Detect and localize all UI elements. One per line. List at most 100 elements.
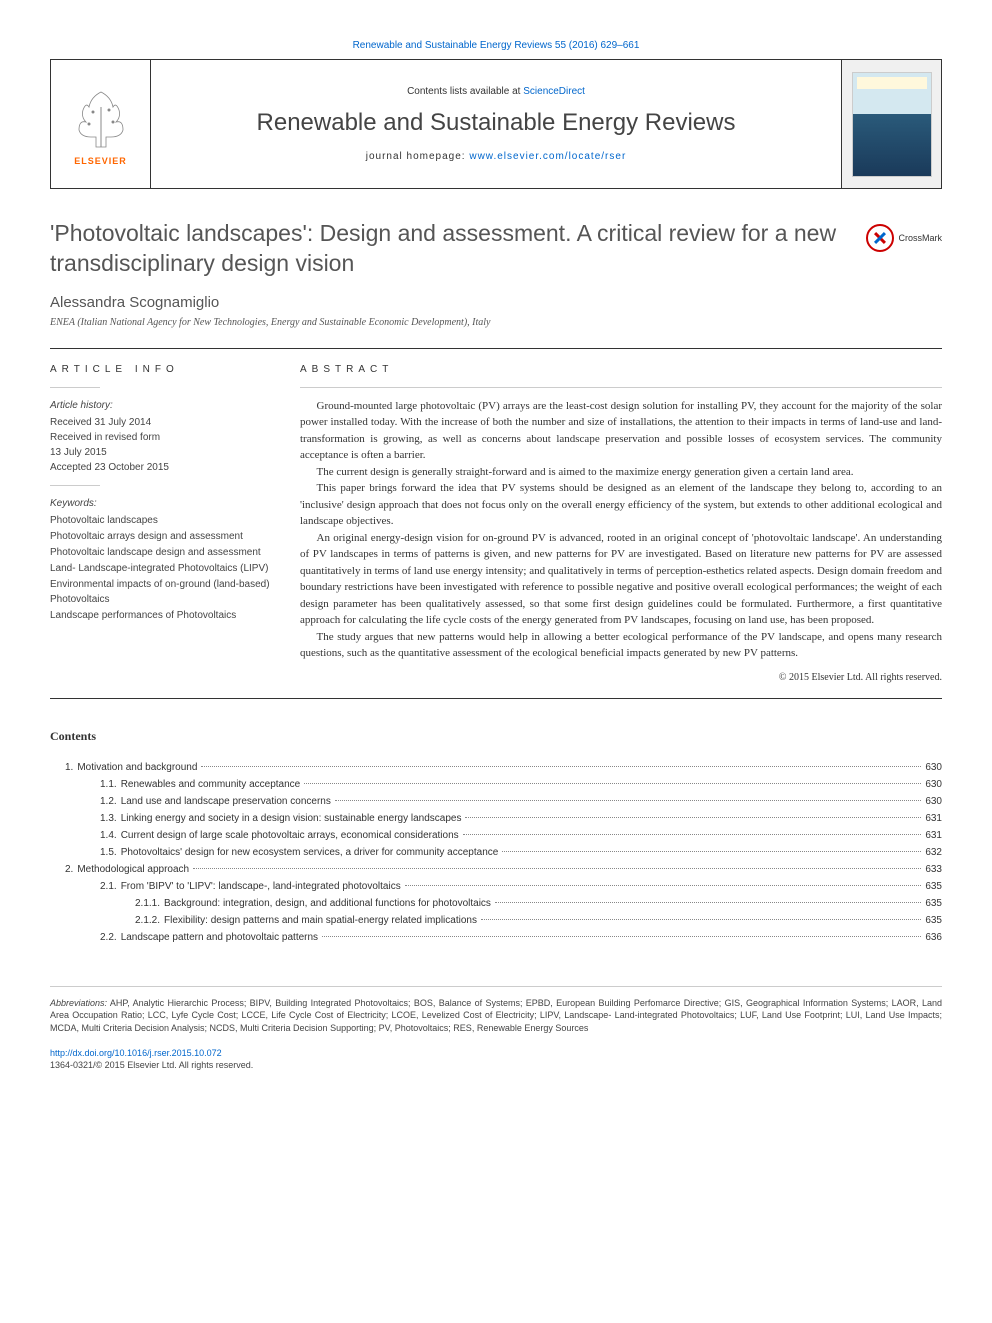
issn-copyright: 1364-0321/© 2015 Elsevier Ltd. All right… [50,1059,942,1072]
history-received: Received 31 July 2014 [50,415,270,430]
article-title: 'Photovoltaic landscapes': Design and as… [50,219,846,279]
toc-number: 2.1. [100,878,117,895]
toc-dots [193,868,921,869]
doi-link[interactable]: http://dx.doi.org/10.1016/j.rser.2015.10… [50,1047,942,1060]
abstract-p3: This paper brings forward the idea that … [300,480,942,530]
toc-title: Methodological approach [77,861,189,878]
toc-title: Renewables and community acceptance [121,776,301,793]
history-label: Article history: [50,398,270,413]
elsevier-tree-icon [71,82,131,152]
abstract-column: ABSTRACT Ground-mounted large photovolta… [300,364,942,683]
info-abstract-row: ARTICLE INFO Article history: Received 3… [50,364,942,683]
toc-number: 2.1.1. [135,895,160,912]
abstract-separator [300,387,942,388]
toc-title: Background: integration, design, and add… [164,895,491,912]
abstract-p2: The current design is generally straight… [300,464,942,481]
journal-header: ELSEVIER Contents lists available at Sci… [50,59,942,189]
toc-title: Photovoltaics' design for new ecosystem … [121,844,499,861]
toc-page: 631 [925,810,942,827]
keyword-item: Land- Landscape-integrated Photovoltaics… [50,561,270,576]
toc-title: Motivation and background [77,759,197,776]
divider [50,698,942,699]
toc-number: 1.3. [100,810,117,827]
toc-row[interactable]: 2.1.2.Flexibility: design patterns and m… [50,912,942,929]
keyword-item: Photovoltaic landscape design and assess… [50,545,270,560]
abstract-heading: ABSTRACT [300,364,942,375]
footer: Abbreviations: AHP, Analytic Hierarchic … [50,986,942,1072]
history-revised: Received in revised form [50,430,270,445]
contents-prefix: Contents lists available at [407,86,523,97]
toc-dots [481,919,921,920]
toc-dots [405,885,922,886]
toc-dots [322,936,921,937]
toc-number: 1.4. [100,827,117,844]
toc-row[interactable]: 1.4.Current design of large scale photov… [50,827,942,844]
toc-number: 2. [65,861,73,878]
keyword-item: Photovoltaic arrays design and assessmen… [50,529,270,544]
abbreviations-block: Abbreviations: AHP, Analytic Hierarchic … [50,997,942,1035]
toc-page: 631 [925,827,942,844]
toc-row[interactable]: 2.Methodological approach 633 [50,861,942,878]
table-of-contents: 1.Motivation and background 6301.1.Renew… [50,759,942,946]
toc-page: 630 [925,759,942,776]
keywords-list: Photovoltaic landscapes Photovoltaic arr… [50,513,270,623]
toc-page: 635 [925,878,942,895]
toc-dots [463,834,922,835]
elsevier-logo[interactable]: ELSEVIER [51,60,151,188]
toc-title: Landscape pattern and photovoltaic patte… [121,929,318,946]
contents-heading: Contents [50,729,942,744]
toc-page: 633 [925,861,942,878]
toc-title: Land use and landscape preservation conc… [121,793,331,810]
toc-row[interactable]: 2.1.From 'BIPV' to 'LIPV': landscape-, l… [50,878,942,895]
toc-dots [502,851,921,852]
toc-row[interactable]: 1.3.Linking energy and society in a desi… [50,810,942,827]
toc-page: 636 [925,929,942,946]
toc-dots [304,783,921,784]
abstract-p5: The study argues that new patterns would… [300,629,942,662]
journal-title: Renewable and Sustainable Energy Reviews [257,109,736,137]
toc-page: 635 [925,912,942,929]
toc-number: 1.2. [100,793,117,810]
keyword-item: Landscape performances of Photovoltaics [50,608,270,623]
toc-row[interactable]: 1.5.Photovoltaics' design for new ecosys… [50,844,942,861]
article-history: Article history: Received 31 July 2014 R… [50,398,270,475]
toc-page: 630 [925,776,942,793]
abstract-p4: An original energy-design vision for on-… [300,530,942,629]
keyword-item: Environmental impacts of on-ground (land… [50,577,270,607]
toc-dots [335,800,921,801]
toc-number: 1.5. [100,844,117,861]
toc-title: Flexibility: design patterns and main sp… [164,912,477,929]
contents-line: Contents lists available at ScienceDirec… [407,86,585,97]
toc-page: 632 [925,844,942,861]
toc-title: From 'BIPV' to 'LIPV': landscape-, land-… [121,878,401,895]
elsevier-label: ELSEVIER [74,156,127,166]
divider [50,348,942,349]
history-revised-date: 13 July 2015 [50,445,270,460]
journal-cover[interactable] [841,60,941,188]
crossmark-badge[interactable]: CrossMark [866,224,942,252]
article-info-heading: ARTICLE INFO [50,364,270,375]
toc-number: 2.2. [100,929,117,946]
toc-row[interactable]: 1.Motivation and background 630 [50,759,942,776]
history-accepted: Accepted 23 October 2015 [50,460,270,475]
toc-number: 1.1. [100,776,117,793]
homepage-link[interactable]: www.elsevier.com/locate/rser [469,151,626,162]
abbrev-label: Abbreviations: [50,998,107,1008]
author-affiliation: ENEA (Italian National Agency for New Te… [50,317,942,328]
info-separator [50,485,100,486]
abstract-copyright: © 2015 Elsevier Ltd. All rights reserved… [300,672,942,683]
crossmark-icon [866,224,894,252]
toc-row[interactable]: 2.1.1.Background: integration, design, a… [50,895,942,912]
info-separator [50,387,100,388]
toc-dots [465,817,921,818]
author-name: Alessandra Scognamiglio [50,294,942,311]
toc-row[interactable]: 1.2.Land use and landscape preservation … [50,793,942,810]
toc-page: 635 [925,895,942,912]
top-citation[interactable]: Renewable and Sustainable Energy Reviews… [50,40,942,51]
cover-thumbnail-icon [852,72,932,177]
sciencedirect-link[interactable]: ScienceDirect [523,86,585,97]
toc-row[interactable]: 2.2.Landscape pattern and photovoltaic p… [50,929,942,946]
keyword-item: Photovoltaic landscapes [50,513,270,528]
toc-row[interactable]: 1.1.Renewables and community acceptance … [50,776,942,793]
abstract-text: Ground-mounted large photovoltaic (PV) a… [300,398,942,662]
